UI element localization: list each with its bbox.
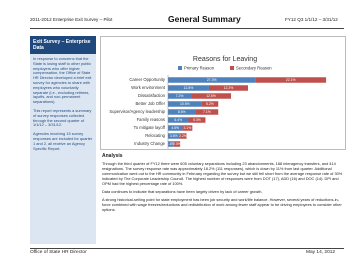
sidebar: Exit Survey – Enterprise Data In respons… xyxy=(30,36,96,244)
data-label: 5.3% xyxy=(193,118,201,122)
header-title: General Summary xyxy=(168,14,241,24)
data-label: 12.2% xyxy=(224,86,234,90)
data-label: 2.2% xyxy=(179,134,187,138)
bar-segment xyxy=(255,77,327,83)
sidebar-paragraph: Agencies involving 15 survey responses a… xyxy=(33,131,93,151)
footer-right: May 14, 2012 xyxy=(306,250,336,255)
bar-segment xyxy=(168,141,174,147)
data-label: 7.1% xyxy=(203,110,211,114)
bar-segment xyxy=(179,133,187,139)
chart-frame xyxy=(100,36,346,150)
legend-swatch xyxy=(178,66,182,70)
category-label: Better Job Offer xyxy=(136,101,166,106)
bar-segment xyxy=(208,85,248,91)
footer-rule xyxy=(30,248,344,249)
analysis-paragraph: Data continues to indicate that separati… xyxy=(102,188,263,194)
bar-segment xyxy=(182,125,193,131)
bar-segment xyxy=(168,117,189,123)
chart: Reasons for Leaving Primary Reason Second… xyxy=(100,36,346,150)
bar-segment xyxy=(168,133,180,139)
analysis: Analysis Through the third quarter of FY… xyxy=(102,154,344,217)
bar-segment xyxy=(168,85,209,91)
category-label: Relocating xyxy=(145,133,165,138)
data-label: 3.1% xyxy=(183,126,191,130)
bar-segment xyxy=(168,101,202,107)
analysis-paragraph: Through the third quarter of FY12 there … xyxy=(102,160,343,186)
data-label: 2.0% xyxy=(173,142,181,146)
footer-left: Office of State HR Director xyxy=(30,250,87,255)
bar-segment xyxy=(201,101,219,107)
sidebar-paragraph: This report represents a summary of surv… xyxy=(33,107,92,128)
category-label: Supervisor/Agency leadership xyxy=(109,109,165,114)
legend-label: Primary Reason xyxy=(184,65,215,70)
bar-segment xyxy=(168,125,183,131)
bar-segment xyxy=(188,117,206,123)
legend-swatch xyxy=(230,66,234,70)
sidebar-paragraph: In response to concerns that the State i… xyxy=(33,56,92,105)
data-label: 5.2% xyxy=(206,102,214,106)
category-label: Career Opportunity xyxy=(129,77,166,82)
data-label: 1.8% xyxy=(167,142,175,146)
bar-segment xyxy=(168,109,196,115)
bar-segment xyxy=(168,93,192,99)
analysis-title: Analysis xyxy=(102,153,123,159)
header-right: FY12 Q3 1/1/12 – 3/31/12 xyxy=(285,17,338,22)
data-label: 10.5% xyxy=(180,102,190,106)
data-label: 4.5% xyxy=(171,126,179,130)
category-label: Family reasons xyxy=(137,117,165,122)
category-label: Work environment xyxy=(131,85,166,90)
bar-segment xyxy=(173,141,181,147)
bar-segment xyxy=(195,109,219,115)
data-label: 22.1% xyxy=(286,78,296,82)
data-label: 12.8% xyxy=(184,86,194,90)
bar-segment xyxy=(191,93,232,99)
category-label: To mitigate layoff xyxy=(134,125,166,130)
header-left: 2011-2012 Enterprise Exit Survey – Pilot xyxy=(30,17,113,22)
analysis-paragraph: A strong historical-selling point for st… xyxy=(102,197,342,213)
category-label: Dissatisfaction xyxy=(138,93,166,98)
legend-label: Secondary Reason xyxy=(236,65,272,70)
header-rule xyxy=(30,28,344,29)
data-label: 7.2% xyxy=(176,94,184,98)
chart-title: Reasons for Leaving xyxy=(193,56,257,63)
data-label: 8.6% xyxy=(178,110,186,114)
data-label: 3.6% xyxy=(170,134,178,138)
sidebar-title: Exit Survey – Enterprise Data xyxy=(30,36,96,54)
data-label: 12.5% xyxy=(206,94,216,98)
category-label: Industry Change xyxy=(134,141,165,146)
data-label: 27.3% xyxy=(207,78,217,82)
bar-segment xyxy=(168,77,256,83)
data-label: 6.4% xyxy=(174,118,182,122)
